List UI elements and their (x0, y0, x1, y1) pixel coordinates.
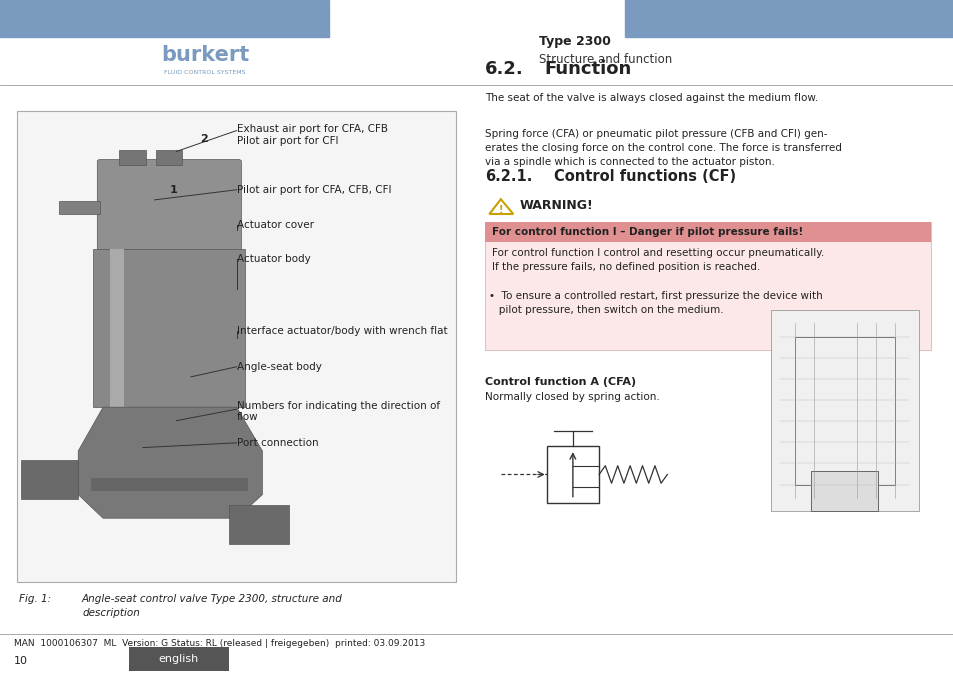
Text: Port connection: Port connection (236, 438, 318, 448)
Bar (624, 0, 953, 37)
Text: Spring force (CFA) or pneumatic pilot pressure (CFB and CFI) gen-
erates the clo: Spring force (CFA) or pneumatic pilot pr… (484, 129, 841, 167)
Text: 6.2.: 6.2. (484, 60, 523, 77)
Text: Function: Function (544, 60, 631, 77)
Bar (546, 446, 598, 503)
Text: flow: flow (236, 412, 258, 421)
Text: Pilot air port for CFI: Pilot air port for CFI (236, 136, 337, 145)
Text: !: ! (498, 205, 503, 215)
FancyBboxPatch shape (97, 160, 241, 254)
Text: FLUID CONTROL SYSTEMS: FLUID CONTROL SYSTEMS (164, 69, 246, 75)
Text: Angle-seat control valve Type 2300, structure and
description: Angle-seat control valve Type 2300, stru… (82, 594, 342, 618)
Text: Structure and function: Structure and function (538, 52, 672, 66)
Bar (810, 471, 877, 511)
Text: 2: 2 (200, 135, 208, 144)
Bar (484, 222, 930, 350)
Text: For control function I – Danger if pilot pressure fails!: For control function I – Danger if pilot… (492, 227, 802, 237)
Text: 10: 10 (14, 656, 29, 666)
Text: Interface actuator/body with wrench flat: Interface actuator/body with wrench flat (236, 326, 447, 336)
Text: Actuator body: Actuator body (236, 254, 310, 264)
Text: Exhaust air port for CFA, CFB: Exhaust air port for CFA, CFB (236, 125, 387, 134)
Text: Control functions (CF): Control functions (CF) (554, 169, 736, 184)
Bar (484, 222, 930, 242)
Bar (17, 111, 456, 582)
Text: Control function A (CFA): Control function A (CFA) (484, 378, 635, 387)
Bar (770, 310, 918, 511)
Bar (229, 505, 289, 544)
Bar (91, 478, 248, 491)
Text: The seat of the valve is always closed against the medium flow.: The seat of the valve is always closed a… (484, 93, 817, 103)
Bar (92, 249, 245, 407)
Bar (129, 647, 229, 671)
Text: 1: 1 (170, 185, 177, 194)
Polygon shape (78, 407, 262, 518)
Text: english: english (158, 654, 199, 664)
Text: •  To ensure a controlled restart, first pressurize the device with
   pilot pre: • To ensure a controlled restart, first … (489, 291, 822, 315)
Bar (0, 0, 329, 37)
Text: WARNING!: WARNING! (519, 199, 593, 212)
Text: Pilot air port for CFA, CFB, CFI: Pilot air port for CFA, CFB, CFI (236, 185, 391, 194)
Bar (119, 150, 146, 165)
Bar (110, 249, 124, 407)
Text: burkert: burkert (161, 45, 249, 65)
Text: MAN  1000106307  ML  Version: G Status: RL (released | freigegeben)  printed: 03: MAN 1000106307 ML Version: G Status: RL … (14, 639, 425, 648)
Text: 6.2.1.: 6.2.1. (484, 169, 532, 184)
Bar (21, 460, 78, 499)
Text: Type 2300: Type 2300 (538, 35, 610, 48)
Text: Fig. 1:: Fig. 1: (19, 594, 51, 604)
Text: Numbers for indicating the direction of: Numbers for indicating the direction of (236, 402, 439, 411)
Text: Angle-seat body: Angle-seat body (236, 362, 321, 371)
Text: For control function I control and resetting occur pneumatically.
If the pressur: For control function I control and reset… (492, 248, 823, 272)
Text: Normally closed by spring action.: Normally closed by spring action. (484, 392, 659, 402)
Text: Actuator cover: Actuator cover (236, 221, 314, 230)
Bar (59, 201, 100, 214)
Bar (794, 336, 894, 485)
Polygon shape (489, 199, 513, 214)
Bar (155, 150, 182, 165)
